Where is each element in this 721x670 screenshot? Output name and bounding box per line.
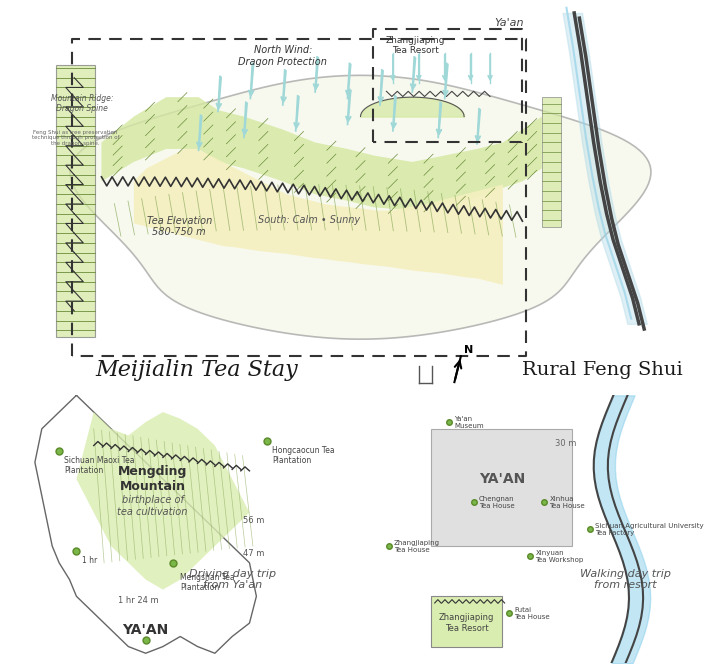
Text: YA'AN: YA'AN [479, 472, 525, 486]
Text: 56 m: 56 m [242, 516, 264, 525]
Text: Zhangjiaping
Tea Resort: Zhangjiaping Tea Resort [386, 36, 446, 55]
Text: 1 hr: 1 hr [81, 556, 97, 565]
Text: Futai
Tea House: Futai Tea House [514, 606, 550, 620]
Polygon shape [76, 412, 249, 590]
Text: 30 m: 30 m [555, 439, 576, 448]
Text: North Wind:
Dragon Protection: North Wind: Dragon Protection [239, 46, 327, 67]
Text: 1 hr 24 m: 1 hr 24 m [118, 596, 159, 605]
Text: Rural Feng Shui: Rural Feng Shui [523, 362, 684, 379]
Text: Feng Shui as tree preservation
technique through protection of
the dragon spine.: Feng Shui as tree preservation technique… [32, 129, 120, 146]
Polygon shape [431, 429, 572, 546]
Polygon shape [431, 596, 502, 647]
Polygon shape [102, 97, 542, 210]
Text: Sichuan Agricultural University
Tea Factory: Sichuan Agricultural University Tea Fact… [596, 523, 704, 536]
Text: N: N [464, 345, 474, 355]
Text: Zhangjiaping
Tea House: Zhangjiaping Tea House [394, 539, 440, 553]
Text: Mountain Ridge:
Dragon Spine: Mountain Ridge: Dragon Spine [50, 94, 113, 113]
Text: 47 m: 47 m [242, 549, 264, 558]
Text: Mengding
Mountain: Mengding Mountain [118, 465, 187, 493]
Text: YA'AN: YA'AN [123, 623, 169, 636]
Text: Xinyuan
Tea Workshop: Xinyuan Tea Workshop [536, 549, 583, 563]
Text: Ya'an
Museum: Ya'an Museum [454, 415, 484, 429]
Text: South: Calm • Sunny: South: Calm • Sunny [257, 215, 360, 225]
Text: Tea Elevation
580-750 m: Tea Elevation 580-750 m [146, 216, 212, 237]
Text: birthplace of
tea cultivation: birthplace of tea cultivation [118, 495, 187, 517]
Polygon shape [56, 65, 95, 337]
Text: Ya'an: Ya'an [495, 17, 524, 27]
Polygon shape [542, 97, 561, 226]
Text: Hongcaocun Tea
Plantation: Hongcaocun Tea Plantation [272, 446, 335, 465]
Text: Walking day trip
from resort: Walking day trip from resort [580, 569, 671, 590]
Text: Driving day trip
from Ya'an: Driving day trip from Ya'an [189, 569, 275, 590]
Text: Xinhua
Tea House: Xinhua Tea House [549, 496, 585, 509]
Text: Zhangjiaping
Tea Resort: Zhangjiaping Tea Resort [439, 614, 494, 632]
Text: Sichuan Maoxi Tea
Plantation: Sichuan Maoxi Tea Plantation [64, 456, 135, 475]
Polygon shape [70, 75, 651, 339]
Text: Mengshan Tea
Plantation: Mengshan Tea Plantation [180, 573, 235, 592]
Text: Meijialin Tea Stay: Meijialin Tea Stay [95, 360, 298, 381]
Polygon shape [134, 149, 503, 285]
Text: Chengnan
Tea House: Chengnan Tea House [479, 496, 515, 509]
